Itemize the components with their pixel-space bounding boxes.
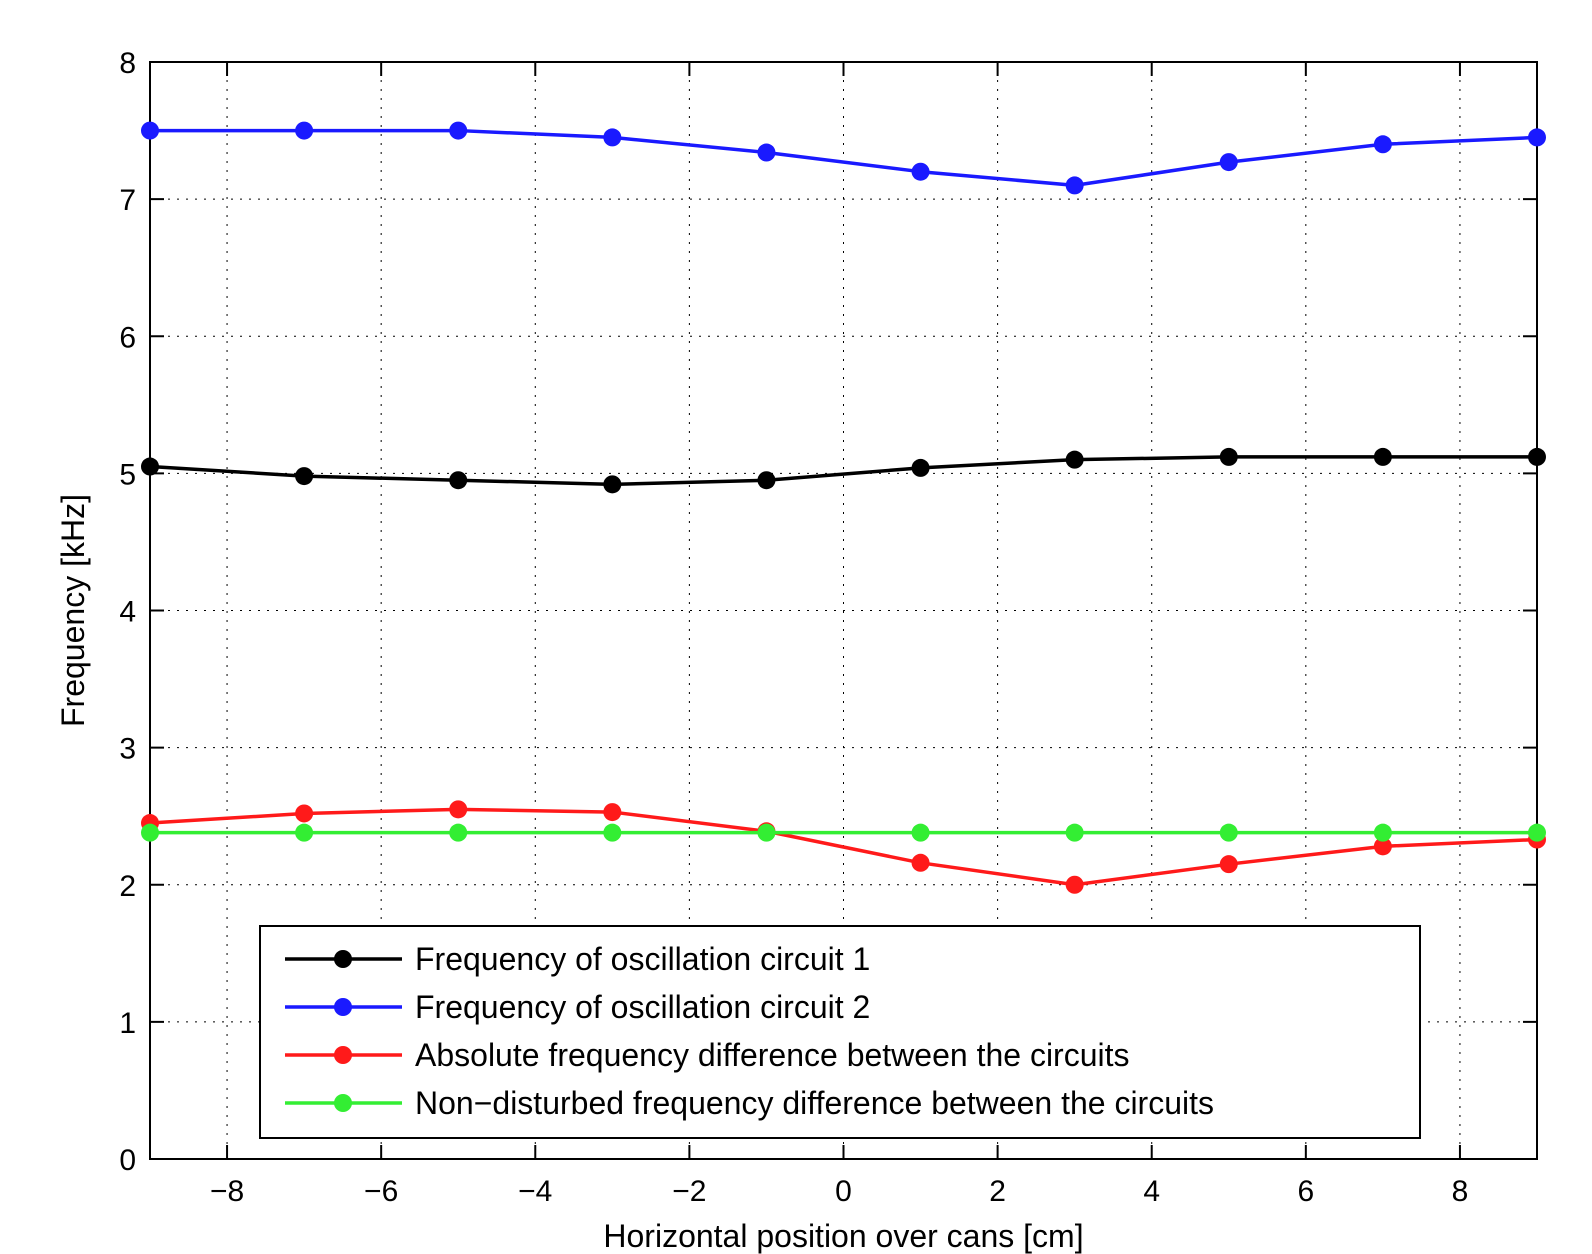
series-2-point xyxy=(757,143,776,162)
x-tick-label: −6 xyxy=(364,1175,398,1208)
x-tick-label: 8 xyxy=(1452,1175,1469,1208)
legend-item-4: Non−disturbed frequency difference betwe… xyxy=(285,1085,1214,1121)
legend-item-3: Absolute frequency difference between th… xyxy=(285,1037,1130,1073)
series-3-point xyxy=(1373,837,1392,856)
data-series xyxy=(141,121,1546,894)
legend-swatch-marker xyxy=(334,998,352,1016)
y-tick-label: 8 xyxy=(119,47,136,80)
series-1-line xyxy=(149,455,1537,487)
series-2-line xyxy=(150,128,1538,188)
series-4-point xyxy=(295,823,314,842)
series-4 xyxy=(141,823,1546,842)
legend-swatch-marker xyxy=(334,1046,352,1064)
series-1-point xyxy=(449,471,468,490)
series-1-point xyxy=(1373,447,1392,466)
y-axis-title: Frequency [kHz] xyxy=(55,494,91,727)
series-1-point xyxy=(1065,450,1084,469)
series-4-point xyxy=(1065,823,1084,842)
legend-label: Frequency of oscillation circuit 1 xyxy=(415,941,870,977)
series-4-point xyxy=(603,823,622,842)
series-1-point xyxy=(603,475,622,494)
series-4-point xyxy=(757,823,776,842)
x-tick-label: −2 xyxy=(672,1175,706,1208)
legend-item-2: Frequency of oscillation circuit 2 xyxy=(285,989,870,1025)
x-axis-title: Horizontal position over cans [cm] xyxy=(603,1218,1083,1254)
series-1-point xyxy=(1528,447,1546,466)
y-tick-label: 6 xyxy=(119,321,136,354)
series-2-point xyxy=(911,162,930,181)
y-tick-label: 7 xyxy=(119,184,136,217)
series-4-point xyxy=(1528,823,1546,842)
legend-item-1: Frequency of oscillation circuit 1 xyxy=(285,941,870,977)
series-2-point xyxy=(141,121,159,140)
legend-label: Frequency of oscillation circuit 2 xyxy=(415,989,870,1025)
series-2-point xyxy=(1219,153,1238,172)
series-4-point xyxy=(449,823,468,842)
series-3-point xyxy=(911,853,930,872)
y-tick-label: 3 xyxy=(119,733,136,766)
series-3-line xyxy=(149,807,1538,887)
series-1-point xyxy=(1219,447,1238,466)
series-3-point xyxy=(295,804,314,823)
series-3-point xyxy=(1065,875,1084,894)
y-tick-label: 4 xyxy=(119,596,136,629)
legend-swatch-marker xyxy=(334,950,352,968)
series-2-point xyxy=(295,121,314,140)
legend: Frequency of oscillation circuit 1 Freque… xyxy=(259,925,1421,1139)
series-2-point xyxy=(1373,135,1392,154)
series-4-point xyxy=(1373,823,1392,842)
x-tick-label: 2 xyxy=(989,1175,1006,1208)
series-4-point xyxy=(911,823,930,842)
series-4-point xyxy=(141,823,159,842)
x-tick-label: 0 xyxy=(835,1175,852,1208)
axis-ticks: −8 −6 −4 −2 0 2 4 6 8 0 1 2 3 4 5 6 7 8 xyxy=(119,47,1537,1208)
x-tick-label: −4 xyxy=(518,1175,552,1208)
y-tick-label: 2 xyxy=(119,870,136,903)
series-1-point xyxy=(757,471,776,490)
x-tick-label: 4 xyxy=(1143,1175,1160,1208)
series-3-point xyxy=(449,800,468,819)
x-tick-label: −8 xyxy=(210,1175,244,1208)
series-2-point xyxy=(449,121,468,140)
series-1-point xyxy=(141,457,159,476)
series-3-point xyxy=(603,803,622,822)
series-2-point xyxy=(1528,128,1546,147)
series-1-point xyxy=(295,467,314,486)
x-tick-label: 6 xyxy=(1297,1175,1314,1208)
y-tick-label: 5 xyxy=(119,458,136,491)
series-2-point xyxy=(603,128,622,147)
legend-box xyxy=(259,925,1421,1139)
series-2 xyxy=(141,121,1546,195)
series-1 xyxy=(141,447,1546,494)
series-1-point xyxy=(911,458,930,477)
y-tick-label: 1 xyxy=(119,1007,136,1040)
series-2-point xyxy=(1065,176,1084,195)
y-tick-label: 0 xyxy=(119,1144,136,1177)
legend-label: Non−disturbed frequency difference betwe… xyxy=(415,1085,1214,1121)
series-3-point xyxy=(1219,855,1238,874)
series-4-point xyxy=(1219,823,1238,842)
legend-label: Absolute frequency difference between th… xyxy=(415,1037,1130,1073)
legend-swatch-marker xyxy=(334,1094,352,1112)
